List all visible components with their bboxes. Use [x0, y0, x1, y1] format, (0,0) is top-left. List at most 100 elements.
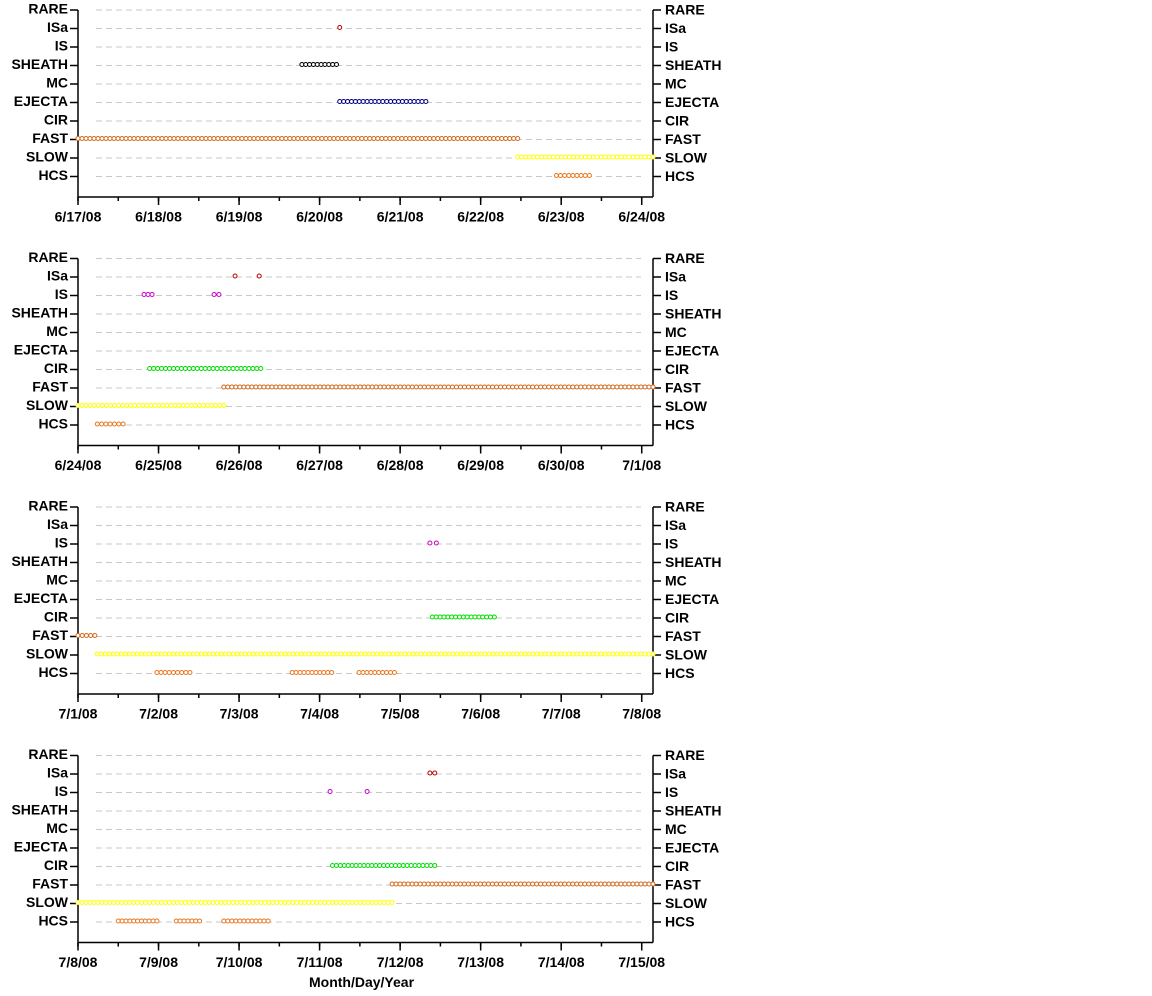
y-tick-label: SLOW — [26, 646, 69, 662]
event-dot — [442, 651, 448, 657]
event-dot — [291, 136, 297, 141]
event-dot — [481, 881, 487, 887]
y-tick-label: MC — [46, 820, 68, 836]
event-dot — [214, 900, 220, 905]
event-dot — [130, 651, 136, 657]
event-dot — [566, 881, 572, 887]
event-dot — [356, 670, 362, 675]
x-tick-label: 7/8/08 — [59, 954, 98, 970]
event-dot — [546, 384, 552, 390]
event-dot — [430, 651, 436, 657]
event-dot — [582, 154, 588, 160]
event-dot — [361, 900, 367, 905]
event-dot — [614, 384, 620, 390]
event-dot — [176, 403, 182, 408]
event-dot — [330, 651, 336, 657]
event-dot — [447, 136, 453, 141]
y-tick-label: HCS — [665, 914, 695, 930]
event-dot — [372, 670, 378, 675]
event-dot — [602, 154, 608, 160]
y-tick-label: RARE — [665, 2, 705, 18]
panel: RARE RARE ISa ISa IS IS SHEATH SHEATH MC MC EJECTA… — [11, 746, 721, 990]
event-dot — [335, 136, 341, 141]
event-dot — [325, 384, 331, 390]
event-dot — [295, 136, 301, 141]
y-tick-label: SLOW — [665, 647, 708, 663]
event-dot — [538, 651, 544, 657]
event-dot — [397, 881, 403, 887]
event-dot — [594, 384, 600, 390]
event-dot — [293, 670, 299, 675]
event-dot — [454, 651, 460, 657]
event-dot — [251, 136, 257, 141]
event-dot — [225, 918, 231, 924]
event-dot — [598, 384, 604, 390]
event-dot — [289, 384, 295, 390]
event-dot — [482, 384, 488, 390]
event-dot — [242, 900, 248, 905]
event-dot — [254, 366, 260, 371]
x-tick-label: 7/5/08 — [381, 706, 420, 722]
panel: RARE RARE ISa ISa IS IS SHEATH SHEATH MC MC EJECTA… — [11, 249, 721, 473]
event-dot — [127, 900, 133, 905]
event-dot — [120, 403, 126, 408]
event-dot — [325, 900, 331, 905]
event-dot — [638, 384, 644, 390]
event-dot — [510, 881, 516, 887]
event-dot — [222, 651, 228, 657]
event-dot — [325, 670, 331, 675]
event-dot — [494, 384, 500, 390]
y-tick-label: HCS — [38, 416, 68, 432]
event-dot — [445, 384, 451, 390]
event-dot — [318, 900, 324, 905]
event-dot — [439, 136, 445, 141]
event-dot — [494, 651, 500, 657]
event-dot — [301, 384, 307, 390]
event-dot — [297, 384, 303, 390]
event-dot — [290, 651, 296, 657]
event-dot — [431, 136, 437, 141]
y-tick-label: HCS — [38, 167, 68, 183]
y-tick-label: HCS — [665, 665, 695, 681]
event-dot — [146, 651, 152, 657]
event-run — [75, 900, 395, 905]
event-dot — [257, 384, 263, 390]
event-dot — [266, 900, 272, 905]
event-dot — [490, 384, 496, 390]
event-dot — [337, 863, 343, 868]
y-tick-label: RARE — [665, 499, 705, 515]
event-dot — [79, 136, 85, 141]
event-dot — [487, 136, 493, 141]
event-dot — [151, 136, 157, 141]
event-dot — [638, 651, 644, 657]
event-dot — [298, 900, 304, 905]
event-dot — [283, 136, 289, 141]
event-dot — [154, 651, 160, 657]
event-dot — [91, 403, 97, 408]
event-dot — [209, 403, 215, 408]
event-dot — [156, 403, 162, 408]
event-dot — [79, 900, 85, 905]
x-tick-label: 7/9/08 — [139, 954, 178, 970]
event-dot — [282, 651, 288, 657]
event-dot — [186, 366, 192, 371]
event-dot — [322, 651, 328, 657]
event-dot — [471, 136, 477, 141]
event-dot — [407, 99, 413, 104]
event-dot — [394, 651, 400, 657]
panel: RARE RARE ISa ISa IS IS SHEATH SHEATH MC MC EJECTA… — [11, 498, 721, 722]
event-dot — [646, 154, 652, 160]
event-dot — [423, 99, 429, 104]
event-dot — [303, 136, 309, 141]
event-dot — [147, 900, 153, 905]
y-tick-label: RARE — [28, 1, 68, 17]
event-dot — [562, 154, 568, 160]
event-run — [94, 421, 126, 427]
event-dot — [190, 651, 196, 657]
event-dot — [311, 136, 317, 141]
event-run — [329, 863, 438, 868]
event-dot — [353, 863, 359, 868]
y-tick-label: RARE — [665, 250, 705, 266]
event-dot — [178, 900, 184, 905]
y-tick-label: FAST — [32, 876, 68, 892]
